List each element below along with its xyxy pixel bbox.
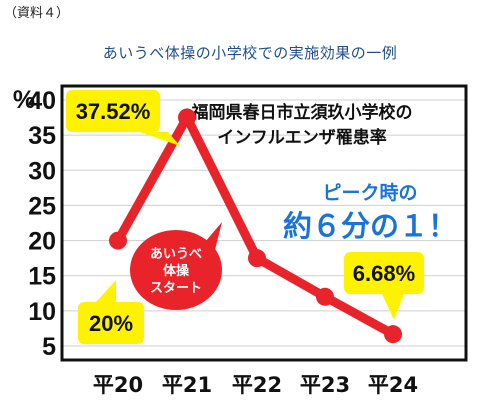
data-label-平21-box	[66, 90, 160, 132]
document-label: （資料４）	[4, 6, 70, 21]
y-tick-label-5: 5	[42, 333, 56, 361]
data-label-平21: 37.52%	[76, 99, 151, 124]
y-tick-label-10: 10	[28, 298, 56, 326]
data-label-平24-box	[344, 252, 424, 294]
data-point-平24	[384, 325, 402, 344]
data-label-平20-tail	[96, 280, 116, 302]
x-tick-label-平21: 平21	[162, 373, 212, 397]
peak-annotation-line-2: 約６分の１！	[283, 209, 457, 243]
chart-title-line-1: 福岡県春日市立須玖小学校の	[191, 102, 413, 123]
y-tick-label-25: 25	[28, 192, 56, 220]
x-tick-label-平20: 平20	[93, 373, 143, 397]
data-point-平20	[109, 231, 127, 250]
plot-frame	[60, 84, 468, 362]
chart-subtitle: あいうべ体操の小学校での実施効果の一例	[102, 44, 398, 62]
y-axis-unit: %	[13, 86, 35, 114]
data-point-平21	[178, 108, 196, 127]
data-label-平24-tail	[382, 294, 404, 320]
y-tick-label-15: 15	[28, 263, 56, 291]
data-label-平24: 6.68%	[353, 261, 415, 286]
data-point-平23	[316, 287, 334, 306]
data-label-平21-tail	[140, 132, 180, 146]
start-badge-line-2: 体操	[163, 263, 189, 279]
data-label-平20: 20%	[89, 311, 133, 336]
x-tick-label-平22: 平22	[232, 373, 282, 397]
start-badge	[130, 230, 222, 310]
y-tick-label-30: 30	[28, 157, 56, 185]
x-tick-label-平23: 平23	[300, 373, 350, 397]
chart-title-line-2: インフルエンザ罹患率	[217, 127, 387, 148]
data-point-平22	[248, 249, 266, 268]
peak-annotation-line-1: ピーク時の	[322, 182, 417, 204]
y-tick-label-40: 40	[28, 87, 56, 115]
y-tick-label-35: 35	[28, 122, 56, 150]
y-tick-label-20: 20	[28, 228, 56, 256]
data-label-平20-box	[78, 302, 144, 344]
start-badge-line-1: あいうべ	[150, 247, 202, 262]
x-tick-label-平24: 平24	[368, 373, 418, 397]
start-badge-line-3: スタート	[150, 281, 202, 296]
